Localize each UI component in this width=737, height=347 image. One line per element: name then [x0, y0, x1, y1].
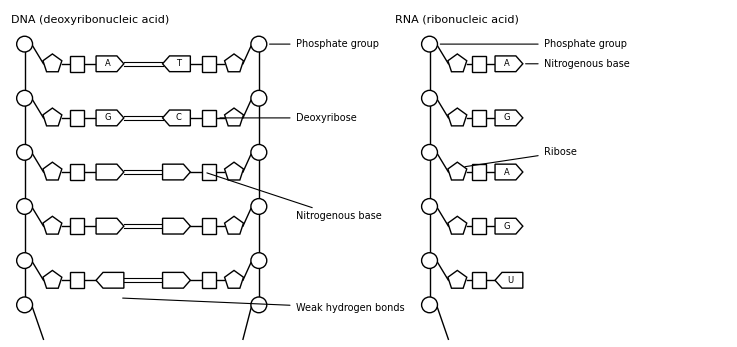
Polygon shape	[448, 216, 467, 234]
Text: Nitrogenous base: Nitrogenous base	[525, 59, 629, 69]
Polygon shape	[96, 272, 124, 288]
Circle shape	[251, 297, 267, 313]
Polygon shape	[163, 218, 190, 234]
Bar	[70, 56, 84, 72]
Circle shape	[17, 198, 32, 214]
Circle shape	[422, 144, 438, 160]
Polygon shape	[225, 270, 243, 288]
Text: G: G	[504, 222, 511, 231]
Text: Phosphate group: Phosphate group	[440, 39, 626, 49]
Polygon shape	[43, 108, 62, 126]
Circle shape	[251, 144, 267, 160]
Circle shape	[17, 36, 32, 52]
Polygon shape	[448, 162, 467, 180]
Polygon shape	[495, 218, 523, 234]
Circle shape	[251, 253, 267, 269]
Text: T: T	[175, 59, 181, 68]
Text: A: A	[504, 168, 510, 177]
Polygon shape	[163, 272, 190, 288]
Polygon shape	[43, 54, 62, 72]
Circle shape	[17, 144, 32, 160]
Polygon shape	[448, 270, 467, 288]
Polygon shape	[163, 110, 190, 126]
Circle shape	[422, 36, 438, 52]
Bar	[472, 218, 486, 234]
Circle shape	[422, 198, 438, 214]
Circle shape	[251, 36, 267, 52]
Polygon shape	[225, 162, 243, 180]
Polygon shape	[43, 270, 62, 288]
Bar	[472, 272, 486, 288]
Bar	[70, 110, 84, 126]
Circle shape	[251, 198, 267, 214]
Polygon shape	[163, 164, 190, 180]
Text: Weak hydrogen bonds: Weak hydrogen bonds	[122, 298, 404, 313]
Bar	[70, 164, 84, 180]
Text: C: C	[175, 113, 181, 122]
Polygon shape	[448, 108, 467, 126]
Polygon shape	[96, 56, 124, 72]
Circle shape	[17, 297, 32, 313]
Circle shape	[422, 297, 438, 313]
Polygon shape	[448, 54, 467, 72]
Text: G: G	[105, 113, 111, 122]
Circle shape	[422, 253, 438, 269]
Polygon shape	[225, 216, 243, 234]
Polygon shape	[495, 110, 523, 126]
Text: A: A	[105, 59, 111, 68]
Text: Phosphate group: Phosphate group	[270, 39, 379, 49]
Text: DNA (deoxyribonucleic acid): DNA (deoxyribonucleic acid)	[11, 15, 169, 25]
Polygon shape	[163, 56, 190, 72]
Bar	[70, 272, 84, 288]
Polygon shape	[495, 56, 523, 72]
Text: G: G	[504, 113, 511, 122]
Text: U: U	[508, 276, 514, 285]
Circle shape	[17, 90, 32, 106]
Circle shape	[251, 90, 267, 106]
Bar	[472, 56, 486, 72]
Circle shape	[422, 90, 438, 106]
Polygon shape	[225, 108, 243, 126]
Text: Deoxyribose: Deoxyribose	[220, 113, 356, 123]
Bar	[202, 110, 216, 126]
Bar	[202, 218, 216, 234]
Polygon shape	[96, 110, 124, 126]
Bar	[202, 56, 216, 72]
Polygon shape	[43, 162, 62, 180]
Polygon shape	[495, 272, 523, 288]
Polygon shape	[43, 216, 62, 234]
Polygon shape	[225, 54, 243, 72]
Text: RNA (ribonucleic acid): RNA (ribonucleic acid)	[395, 15, 519, 25]
Text: Nitrogenous base: Nitrogenous base	[207, 173, 381, 221]
Bar	[70, 218, 84, 234]
Bar	[472, 164, 486, 180]
Text: A: A	[504, 59, 510, 68]
Text: Ribose: Ribose	[465, 147, 576, 167]
Circle shape	[17, 253, 32, 269]
Polygon shape	[96, 164, 124, 180]
Bar	[202, 272, 216, 288]
Polygon shape	[495, 164, 523, 180]
Bar	[202, 164, 216, 180]
Polygon shape	[96, 218, 124, 234]
Bar	[472, 110, 486, 126]
